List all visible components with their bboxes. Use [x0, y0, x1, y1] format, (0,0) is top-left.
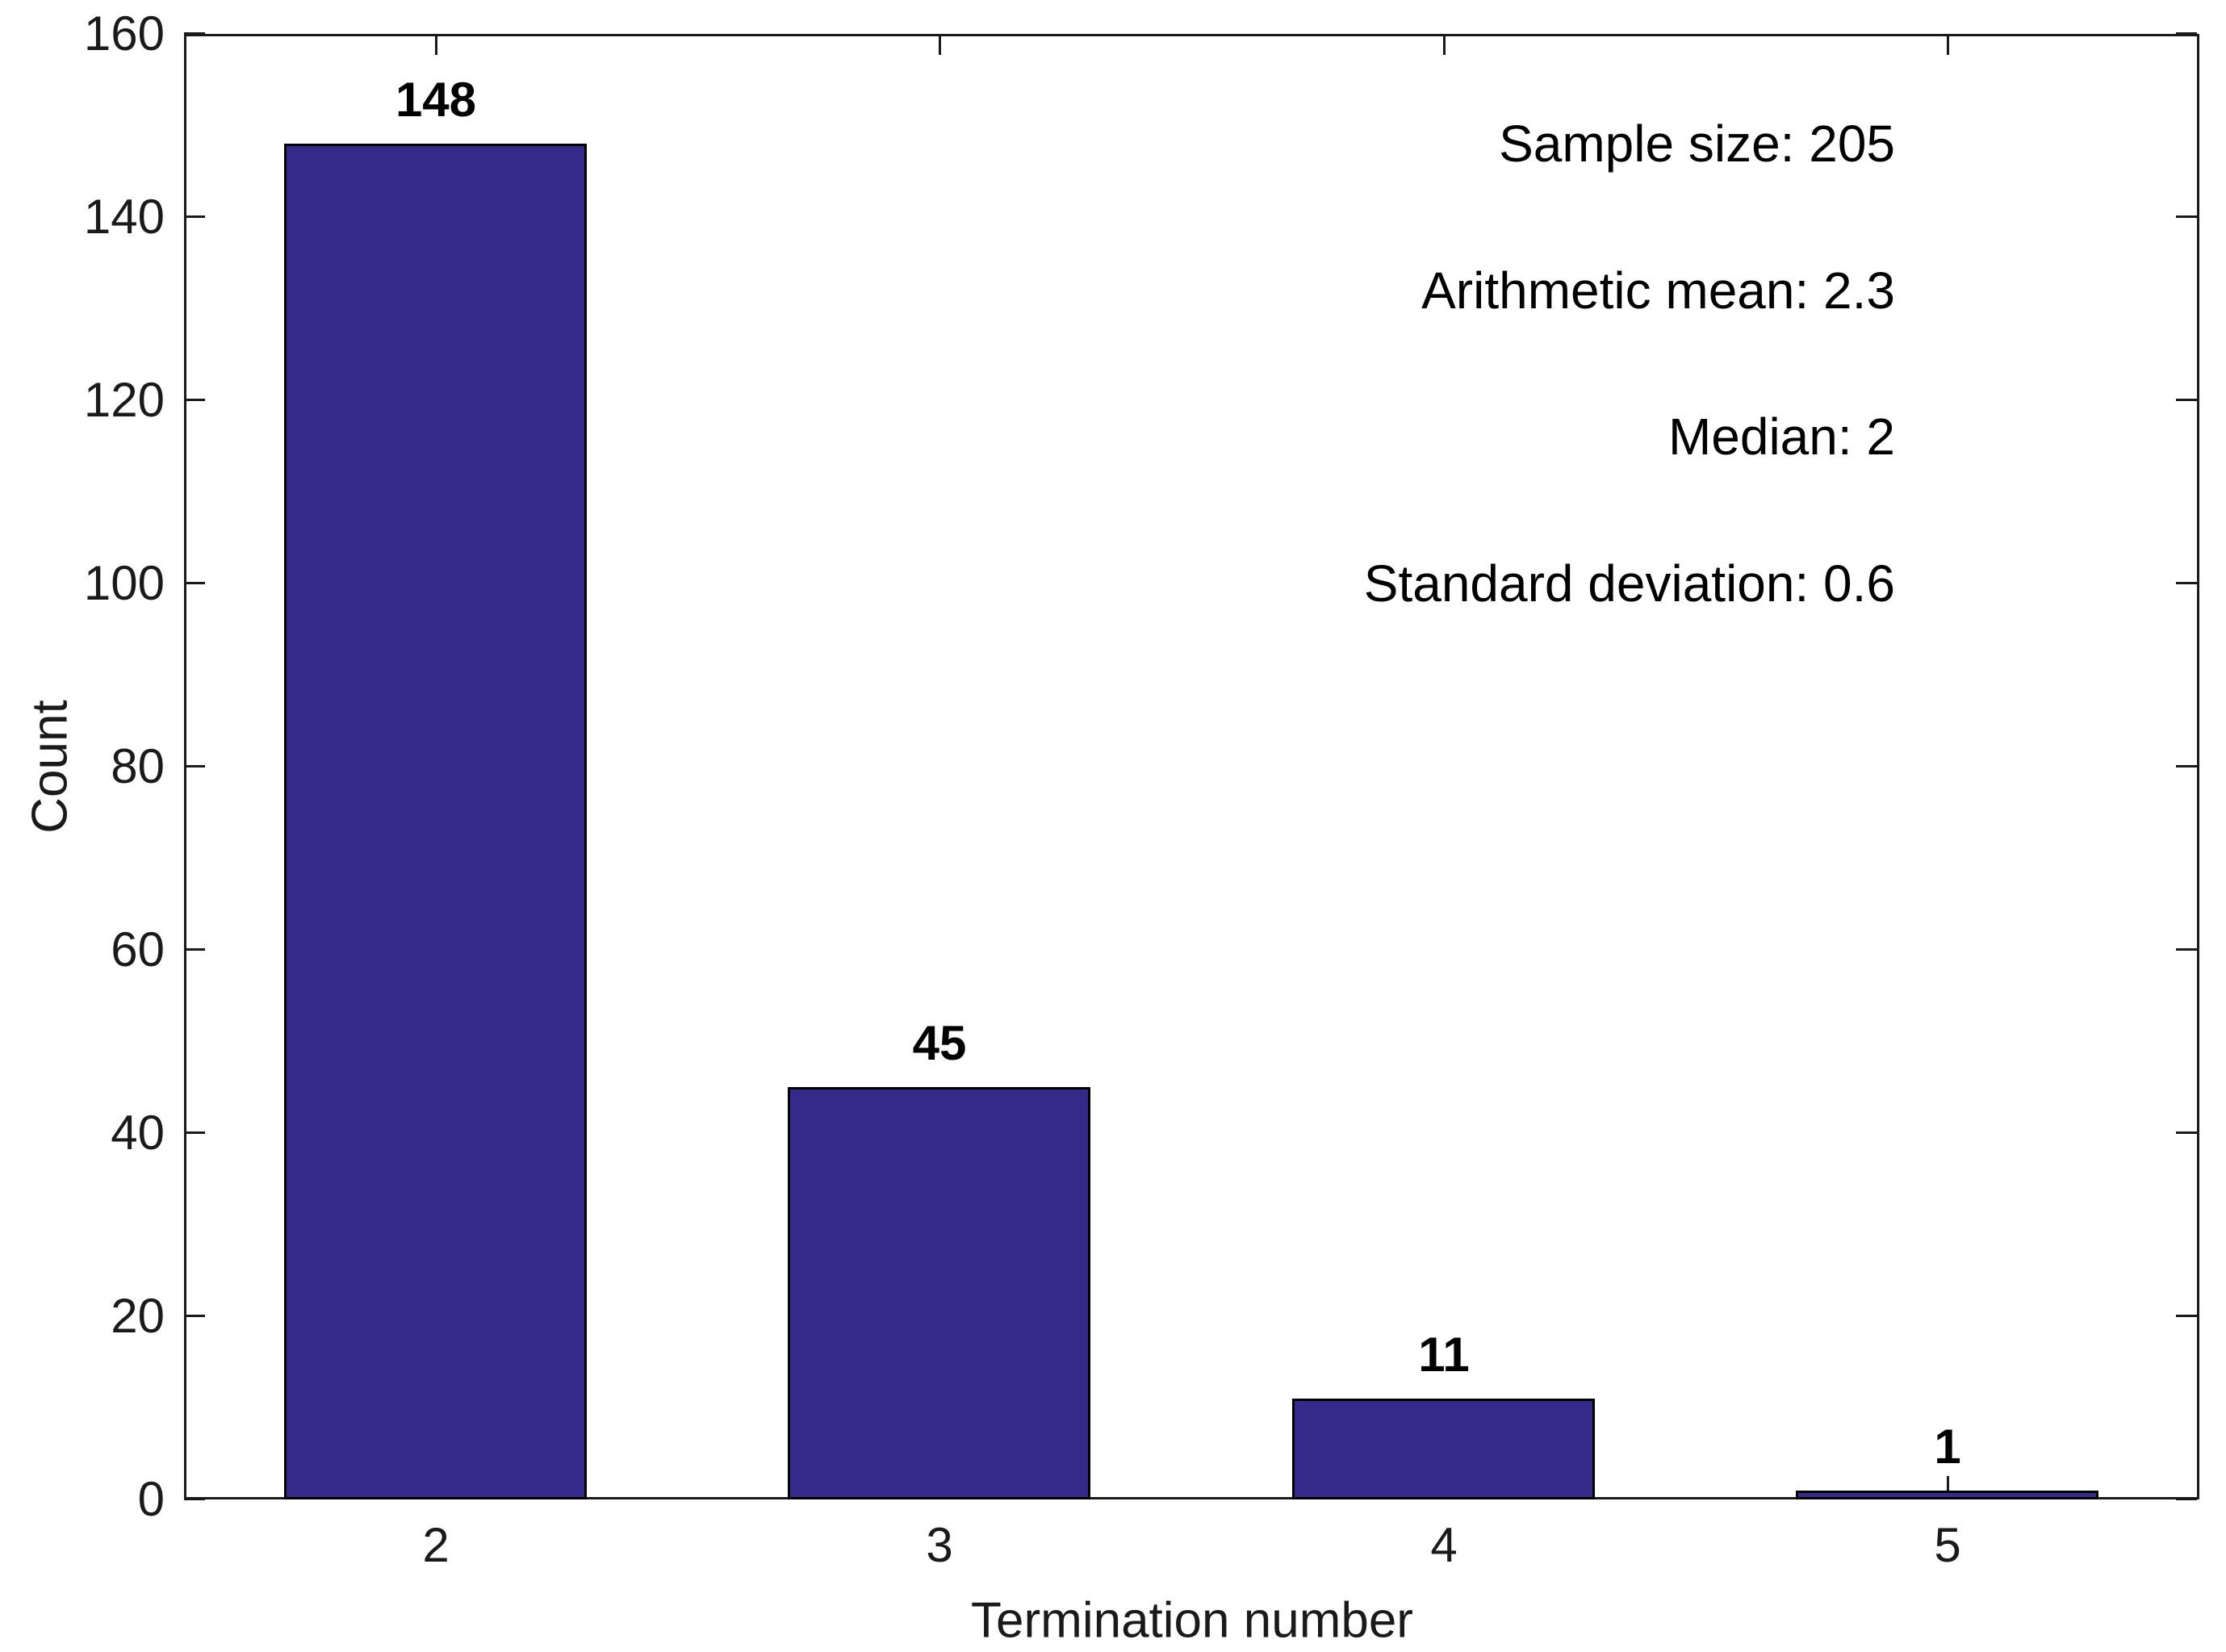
x-axis-label: Termination number: [971, 1592, 1413, 1649]
y-tick-right: [2176, 765, 2197, 767]
stat-annotation-2: Median: 2: [1667, 408, 1895, 466]
y-tick-right: [2176, 582, 2197, 584]
x-tick-label: 4: [1430, 1518, 1458, 1572]
y-tick-right: [2176, 1498, 2197, 1500]
y-tick-right: [2176, 948, 2197, 951]
y-tick-label: 100: [83, 556, 165, 610]
y-tick-left: [184, 399, 205, 401]
y-tick-right: [2176, 1131, 2197, 1134]
y-tick-left: [184, 582, 205, 584]
y-tick-left: [184, 32, 205, 35]
y-tick-label: 160: [83, 6, 165, 61]
y-tick-label: 120: [83, 373, 165, 427]
y-tick-right: [2176, 399, 2197, 401]
y-tick-left: [184, 948, 205, 951]
y-tick-left: [184, 215, 205, 218]
y-tick-label: 40: [111, 1106, 165, 1160]
x-tick-bottom: [1947, 1476, 1949, 1497]
y-tick-right: [2176, 1315, 2197, 1317]
x-tick-label: 3: [926, 1518, 953, 1572]
y-tick-right: [2176, 32, 2197, 35]
stat-annotation-0: Sample size: 205: [1499, 115, 1895, 173]
y-tick-left: [184, 1315, 205, 1317]
y-tick-label: 0: [137, 1472, 165, 1526]
x-tick-label: 2: [422, 1518, 450, 1572]
y-tick-left: [184, 765, 205, 767]
y-tick-left: [184, 1498, 205, 1500]
bar-value-label: 45: [912, 1016, 967, 1070]
x-tick-top: [1443, 34, 1446, 55]
x-tick-top: [939, 34, 941, 55]
y-tick-left: [184, 1131, 205, 1134]
bar-category-2: [284, 144, 587, 1499]
y-tick-label: 20: [111, 1289, 165, 1343]
x-tick-top: [435, 34, 437, 55]
y-tick-label: 140: [83, 190, 165, 244]
stat-annotation-1: Arithmetic mean: 2.3: [1421, 261, 1895, 320]
y-tick-label: 60: [111, 922, 165, 977]
bar-category-5: [1796, 1491, 2098, 1499]
y-tick-right: [2176, 215, 2197, 218]
bar-value-label: 11: [1418, 1328, 1470, 1382]
bar-category-4: [1292, 1399, 1595, 1499]
bar-value-label: 148: [395, 73, 477, 127]
y-tick-label: 80: [111, 739, 165, 793]
x-tick-label: 5: [1934, 1518, 1961, 1572]
bar-category-3: [788, 1087, 1090, 1499]
bar-value-label: 1: [1934, 1420, 1961, 1474]
stat-annotation-3: Standard deviation: 0.6: [1363, 554, 1895, 613]
x-tick-top: [1947, 34, 1949, 55]
